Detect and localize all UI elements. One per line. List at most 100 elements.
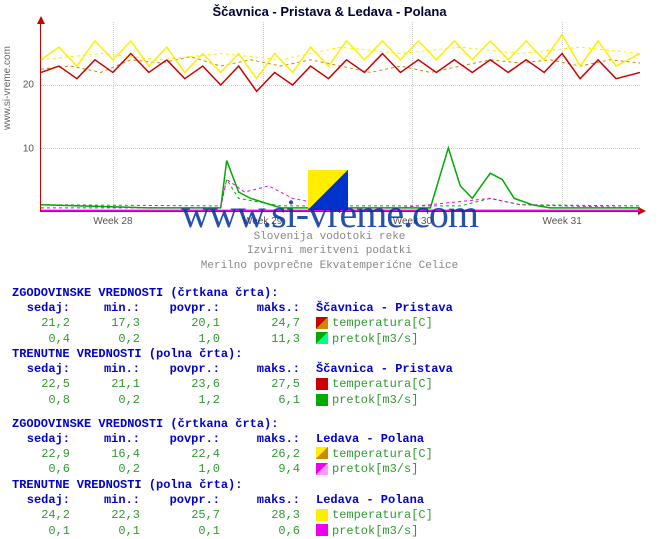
- section-header: ZGODOVINSKE VREDNOSTI (črtkana črta):: [12, 286, 647, 301]
- col-header: min.:: [82, 493, 152, 508]
- col-header: sedaj:: [12, 432, 82, 447]
- cell: 24,2: [12, 508, 82, 524]
- cell: 0,2: [82, 393, 152, 409]
- table-row: 0,10,10,10,6pretok[m3/s]: [12, 524, 647, 539]
- table-header-row: sedaj:min.:povpr.:maks.:Ledava - Polana: [12, 493, 647, 508]
- x-tick: Week 29: [243, 216, 282, 227]
- legend-label: temperatura[C]: [332, 447, 433, 461]
- col-header: povpr.:: [152, 362, 232, 377]
- station-name: Ščavnica - Pristava: [312, 301, 647, 316]
- cell: 22,3: [82, 508, 152, 524]
- col-header: min.:: [82, 301, 152, 316]
- swatch-icon: [316, 463, 328, 475]
- x-tick: Week 30: [393, 216, 432, 227]
- table-row: 24,222,325,728,3 temperatura[C]: [12, 508, 647, 524]
- chart-title: Ščavnica - Pristava & Ledava - Polana: [0, 4, 659, 19]
- series-temp-pristava-hist: [41, 57, 640, 73]
- cell: 17,3: [82, 316, 152, 332]
- cell: 6,1: [232, 393, 312, 409]
- table-row: 0,40,21,011,3pretok[m3/s]: [12, 332, 647, 348]
- caption: Slovenija vodotoki reke Izvirni meritven…: [0, 230, 659, 273]
- cell: 1,2: [152, 393, 232, 409]
- swatch-icon: [316, 447, 328, 459]
- station-name: Ledava - Polana: [312, 493, 647, 508]
- table-header-row: sedaj:min.:povpr.:maks.:Ščavnica - Prist…: [12, 362, 647, 377]
- col-header: maks.:: [232, 362, 312, 377]
- data-tables: ZGODOVINSKE VREDNOSTI (črtkana črta):sed…: [12, 286, 647, 539]
- swatch-icon: [316, 332, 328, 344]
- cell: 21,1: [82, 377, 152, 393]
- caption-line: Merilno povprečne Ekvatemperićne Celice: [0, 259, 659, 273]
- table-header-row: sedaj:min.:povpr.:maks.:Ledava - Polana: [12, 432, 647, 447]
- col-header: sedaj:: [12, 493, 82, 508]
- col-header: povpr.:: [152, 301, 232, 316]
- swatch-icon: [316, 524, 328, 536]
- legend-cell: temperatura[C]: [312, 508, 647, 524]
- x-tick: Week 28: [93, 216, 132, 227]
- table-row: 0,60,21,09,4pretok[m3/s]: [12, 462, 647, 478]
- series-flow-polana-hist: [41, 179, 640, 207]
- cell: 0,8: [12, 393, 82, 409]
- cell: 0,1: [12, 524, 82, 539]
- section-header: TRENUTNE VREDNOSTI (polna črta):: [12, 347, 647, 362]
- caption-line: Izvirni meritveni podatki: [0, 244, 659, 258]
- cell: 20,1: [152, 316, 232, 332]
- cell: 25,7: [152, 508, 232, 524]
- legend-label: temperatura[C]: [332, 508, 433, 522]
- cell: 1,0: [152, 332, 232, 348]
- swatch-icon: [316, 394, 328, 406]
- y-axis: 20 10: [0, 22, 38, 212]
- cell: 28,3: [232, 508, 312, 524]
- section-header: ZGODOVINSKE VREDNOSTI (črtkana črta):: [12, 417, 647, 432]
- col-header: sedaj:: [12, 362, 82, 377]
- chart-lines: [41, 22, 640, 211]
- swatch-icon: [316, 378, 328, 390]
- caption-line: Slovenija vodotoki reke: [0, 230, 659, 244]
- table-header-row: sedaj:min.:povpr.:maks.:Ščavnica - Prist…: [12, 301, 647, 316]
- col-header: maks.:: [232, 493, 312, 508]
- swatch-icon: [316, 509, 328, 521]
- section-header: TRENUTNE VREDNOSTI (polna črta):: [12, 478, 647, 493]
- table-row: 21,217,320,124,7temperatura[C]: [12, 316, 647, 332]
- table-row: 22,521,123,627,5 temperatura[C]: [12, 377, 647, 393]
- cell: 0,6: [12, 462, 82, 478]
- cell: 0,4: [12, 332, 82, 348]
- table-row: 0,80,21,26,1 pretok[m3/s]: [12, 393, 647, 409]
- col-header: povpr.:: [152, 493, 232, 508]
- y-tick-20: 20: [23, 80, 34, 91]
- cell: 1,0: [152, 462, 232, 478]
- station-name: Ščavnica - Pristava: [312, 362, 647, 377]
- cell: 0,2: [82, 462, 152, 478]
- cell: 22,5: [12, 377, 82, 393]
- y-tick-10: 10: [23, 143, 34, 154]
- legend-cell: pretok[m3/s]: [312, 524, 647, 539]
- chart-area: Week 28 Week 29 Week 30 Week 31: [40, 22, 640, 212]
- legend-cell: temperatura[C]: [312, 447, 647, 463]
- cell: 22,4: [152, 447, 232, 463]
- col-header: min.:: [82, 362, 152, 377]
- cell: 21,2: [12, 316, 82, 332]
- cell: 0,1: [82, 524, 152, 539]
- legend-label: pretok[m3/s]: [332, 332, 418, 346]
- cell: 24,7: [232, 316, 312, 332]
- cell: 9,4: [232, 462, 312, 478]
- swatch-icon: [316, 317, 328, 329]
- cell: 0,6: [232, 524, 312, 539]
- legend-label: temperatura[C]: [332, 377, 433, 391]
- legend-label: pretok[m3/s]: [332, 393, 418, 407]
- legend-cell: temperatura[C]: [312, 377, 647, 393]
- legend-cell: pretok[m3/s]: [312, 393, 647, 409]
- cell: 16,4: [82, 447, 152, 463]
- cell: 0,1: [152, 524, 232, 539]
- series-flow-pristava-curr: [41, 148, 640, 208]
- cell: 27,5: [232, 377, 312, 393]
- cell: 26,2: [232, 447, 312, 463]
- cell: 0,2: [82, 332, 152, 348]
- station-name: Ledava - Polana: [312, 432, 647, 447]
- cell: 23,6: [152, 377, 232, 393]
- series-temp-pristava-curr: [41, 54, 640, 92]
- col-header: sedaj:: [12, 301, 82, 316]
- legend-cell: temperatura[C]: [312, 316, 647, 332]
- cell: 22,9: [12, 447, 82, 463]
- series-flow-pristava-hist: [41, 179, 640, 205]
